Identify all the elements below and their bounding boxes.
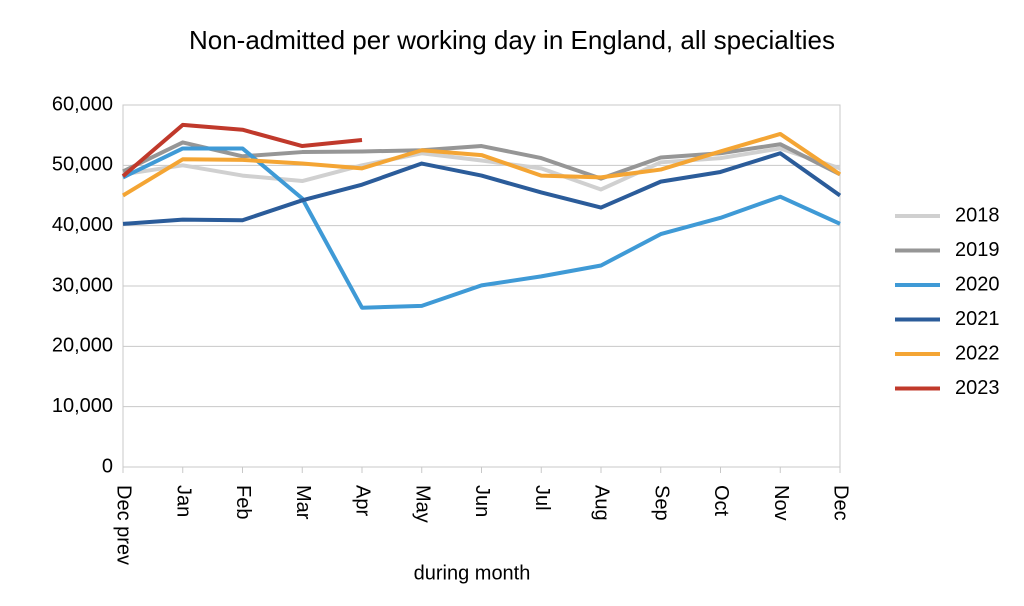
x-tick-label: Oct [710,485,732,517]
x-tick-label: Dec [830,485,852,521]
series-line [122,146,841,192]
x-tick-label: Feb [232,485,254,519]
series-line [122,146,841,310]
y-tick-label: 60,000 [52,93,113,115]
legend-label: 2022 [955,342,1000,364]
x-tick-label: May [411,485,433,523]
x-tick-label: Jun [471,485,493,517]
legend-label: 2018 [955,204,1000,226]
x-tick-label: Aug [591,485,613,521]
x-tick-label: Nov [770,485,792,521]
y-tick-label: 40,000 [52,214,113,236]
series-line [122,151,842,226]
x-tick-label: Jul [531,485,553,511]
chart-title: Non-admitted per working day in England,… [189,25,835,55]
series-line [121,122,363,178]
y-tick-label: 10,000 [52,395,113,417]
x-axis-label: during month [414,562,531,584]
y-tick-label: 0 [102,455,113,477]
x-tick-label: Apr [352,485,374,516]
x-tick-label: Mar [292,485,314,520]
x-tick-label: Dec prev [113,485,135,565]
legend-label: 2021 [955,308,1000,330]
x-tick-label: Jan [172,485,194,517]
series-line [121,131,842,198]
legend-label: 2020 [955,273,1000,295]
x-tick-label: Sep [650,485,672,521]
legend-label: 2023 [955,377,1000,399]
legend-label: 2019 [955,239,1000,261]
y-tick-label: 20,000 [52,335,113,357]
y-tick-label: 30,000 [52,274,113,296]
y-tick-label: 50,000 [52,154,113,176]
